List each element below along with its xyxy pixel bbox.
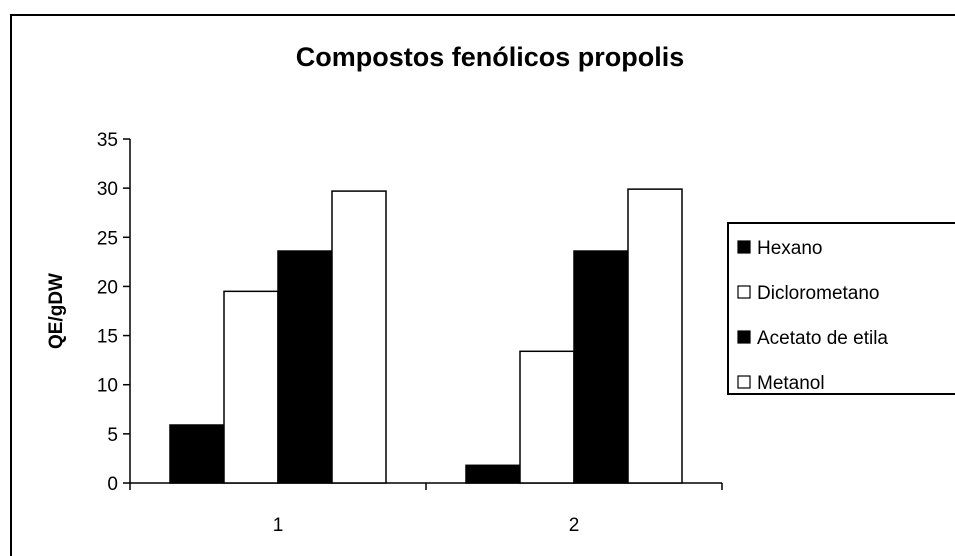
y-axis-title: QE/gDW — [46, 273, 67, 349]
legend-label: Acetato de etila — [757, 328, 888, 349]
y-tick-label: 0 — [107, 474, 118, 495]
y-tick-label: 5 — [107, 425, 118, 446]
x-tick-label: 1 — [273, 515, 284, 536]
legend-label: Metanol — [757, 373, 825, 394]
legend-box — [727, 222, 955, 395]
legend-swatch-diclorometano — [737, 285, 751, 299]
y-tick-label: 35 — [97, 130, 118, 151]
legend: Hexano Diclorometano Acetato de etila Metan… — [727, 222, 955, 395]
y-tick-label: 30 — [97, 179, 118, 200]
legend-swatch-hexano — [737, 240, 751, 254]
bar-diclorometano-2 — [519, 350, 575, 484]
bar-metanol-1 — [331, 190, 387, 484]
y-tick-label: 15 — [97, 327, 118, 348]
bar-acetato-de-etila-2 — [573, 250, 629, 484]
x-tick-label: 2 — [569, 515, 580, 536]
legend-swatch-acetato-de-etila — [737, 330, 751, 344]
bar-metanol-2 — [627, 188, 683, 484]
legend-label: Hexano — [757, 238, 823, 259]
bar-hexano-1 — [169, 424, 225, 484]
y-tick-label: 10 — [97, 376, 118, 397]
legend-swatch-metanol — [737, 375, 751, 389]
bar-hexano-2 — [465, 464, 521, 484]
legend-label: Diclorometano — [757, 283, 880, 304]
chart-area — [10, 14, 955, 556]
bars — [169, 188, 683, 484]
bar-diclorometano-1 — [223, 290, 279, 484]
y-tick-label: 25 — [97, 228, 118, 249]
y-tick-label: 20 — [97, 277, 118, 298]
chart-title: Compostos fenólicos propolis — [296, 42, 685, 72]
bar-acetato-de-etila-1 — [277, 250, 333, 484]
y-axis: 0 5 10 15 20 25 30 35 — [97, 130, 131, 495]
